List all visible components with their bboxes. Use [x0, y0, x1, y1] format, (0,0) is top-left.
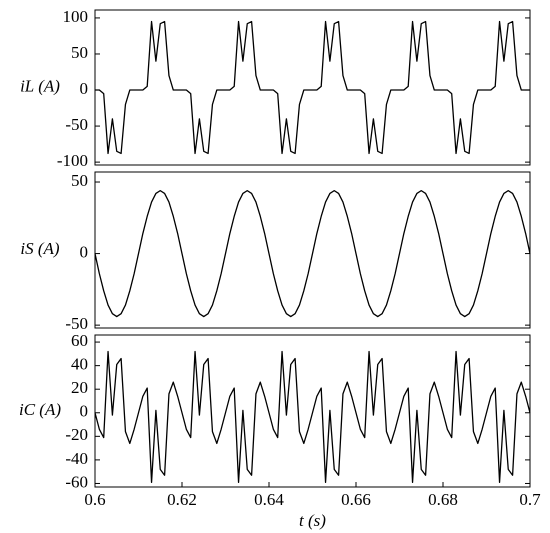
y-tick-label: -20: [65, 425, 88, 444]
y-tick-label: 50: [71, 43, 88, 62]
x-tick-label: 0.66: [341, 490, 371, 509]
y-axis-label: iL (A): [20, 76, 60, 95]
y-axis-label: iC (A): [19, 400, 61, 419]
y-tick-label: 60: [71, 331, 88, 350]
y-tick-label: -40: [65, 449, 88, 468]
y-tick-label: 0: [80, 79, 89, 98]
y-tick-label: 40: [71, 355, 88, 374]
y-tick-label: 0: [80, 402, 89, 421]
plot-frame: [94, 9, 531, 166]
y-tick-label: 100: [63, 7, 89, 26]
y-axis-label: iS (A): [20, 239, 60, 258]
signal-line: [94, 350, 531, 483]
x-tick-label: 0.6: [84, 490, 105, 509]
x-tick-label: 0.62: [167, 490, 197, 509]
x-tick-label: 0.64: [254, 490, 284, 509]
x-tick-label: 0.68: [428, 490, 458, 509]
signal-line: [95, 20, 530, 155]
y-tick-label: -60: [65, 472, 88, 491]
plot-frame: [94, 171, 531, 329]
y-tick-label: -50: [65, 314, 88, 333]
y-tick-label: 20: [71, 378, 88, 397]
y-tick-label: -100: [57, 151, 88, 170]
y-tick-label: -50: [65, 115, 88, 134]
x-tick-label: 0.7: [519, 490, 541, 509]
y-tick-label: 0: [80, 242, 89, 261]
y-tick-label: 50: [71, 171, 88, 190]
x-axis-label: t (s): [299, 511, 326, 530]
signal-line: [94, 189, 531, 318]
